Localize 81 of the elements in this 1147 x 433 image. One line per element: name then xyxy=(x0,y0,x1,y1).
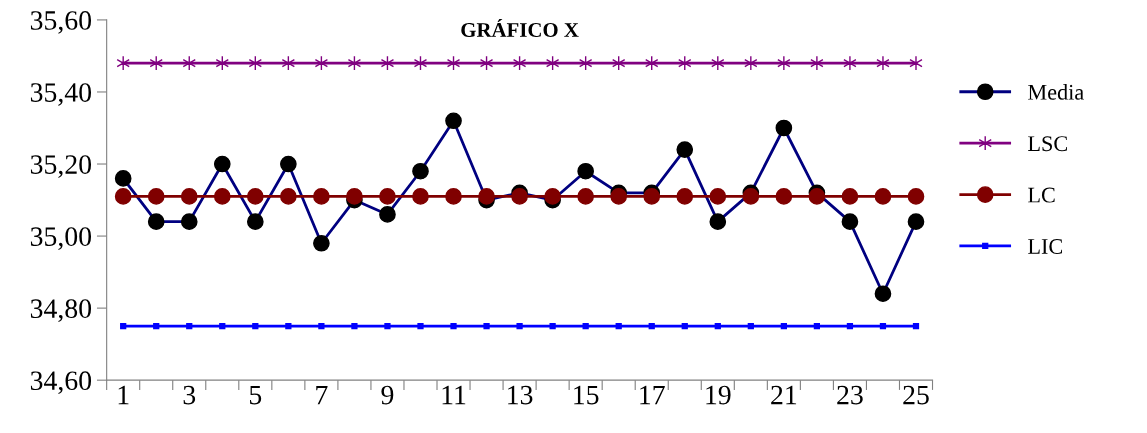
point xyxy=(582,323,589,330)
point xyxy=(676,188,694,205)
point xyxy=(909,55,923,71)
legend-label: LSC xyxy=(1028,136,1067,152)
point xyxy=(417,323,424,330)
point xyxy=(879,323,887,330)
point xyxy=(478,188,495,205)
point xyxy=(450,323,457,330)
point xyxy=(246,188,264,205)
x-tick-label: 9 xyxy=(381,385,394,405)
x-tick-label: 21 xyxy=(771,385,797,405)
x-tick-label: 17 xyxy=(640,385,665,405)
point xyxy=(615,323,622,330)
point xyxy=(384,323,391,330)
y-tick-label: 35,60 xyxy=(30,11,92,34)
point xyxy=(180,188,198,205)
x-tick-label: 23 xyxy=(837,385,863,405)
legend-label: LC xyxy=(1028,187,1055,203)
point xyxy=(544,188,561,205)
point xyxy=(742,188,760,205)
y-tick-label: 34,80 xyxy=(30,299,92,323)
point xyxy=(648,323,655,330)
point xyxy=(351,323,358,330)
point xyxy=(813,323,821,330)
x-tick-label: 11 xyxy=(442,385,466,405)
x-tick-label: 13 xyxy=(508,385,533,405)
point xyxy=(483,323,490,330)
point xyxy=(714,323,721,330)
point xyxy=(747,323,754,330)
point xyxy=(874,188,892,205)
point xyxy=(843,55,857,71)
point xyxy=(280,188,297,205)
point xyxy=(780,323,787,330)
point xyxy=(841,188,859,205)
point xyxy=(775,188,793,205)
x-tick-label: 19 xyxy=(706,385,731,405)
point xyxy=(610,188,628,205)
point xyxy=(147,188,165,205)
x-tick-label: 5 xyxy=(249,385,262,405)
point xyxy=(379,188,396,205)
point xyxy=(346,188,363,205)
y-tick-label: 35,00 xyxy=(30,227,92,250)
y-tick-label: 34,60 xyxy=(30,371,92,395)
legend-label: Media xyxy=(1028,84,1084,100)
point xyxy=(810,55,824,71)
point xyxy=(412,188,429,205)
legend-label: LIC xyxy=(1028,239,1063,254)
point xyxy=(876,55,890,71)
point xyxy=(219,323,226,330)
x-tick-label: 25 xyxy=(903,385,929,405)
point xyxy=(116,55,130,71)
point xyxy=(313,188,330,205)
point xyxy=(777,55,791,71)
point xyxy=(186,323,193,330)
y-tick-label: 35,40 xyxy=(30,83,92,106)
point xyxy=(549,323,556,330)
point xyxy=(744,55,758,71)
x-tick-label: 7 xyxy=(316,385,328,405)
point xyxy=(445,188,462,205)
x-tick-label: 3 xyxy=(183,385,196,405)
point xyxy=(516,323,523,330)
point xyxy=(120,323,127,330)
point xyxy=(213,188,231,205)
point xyxy=(114,188,132,205)
point xyxy=(252,323,259,330)
point xyxy=(153,323,160,330)
point xyxy=(907,188,925,205)
x-tick-label: 15 xyxy=(574,385,599,405)
point xyxy=(318,323,325,330)
point xyxy=(912,323,920,330)
point xyxy=(808,188,826,205)
x-tick-label: 1 xyxy=(118,385,129,405)
chart-title: GRÁFICO X xyxy=(461,18,579,38)
y-tick-label: 35,20 xyxy=(30,155,92,178)
point xyxy=(511,188,528,205)
point xyxy=(681,323,688,330)
point xyxy=(577,188,594,205)
point xyxy=(709,188,727,205)
point xyxy=(285,323,292,330)
point xyxy=(846,323,854,330)
point xyxy=(643,188,661,205)
